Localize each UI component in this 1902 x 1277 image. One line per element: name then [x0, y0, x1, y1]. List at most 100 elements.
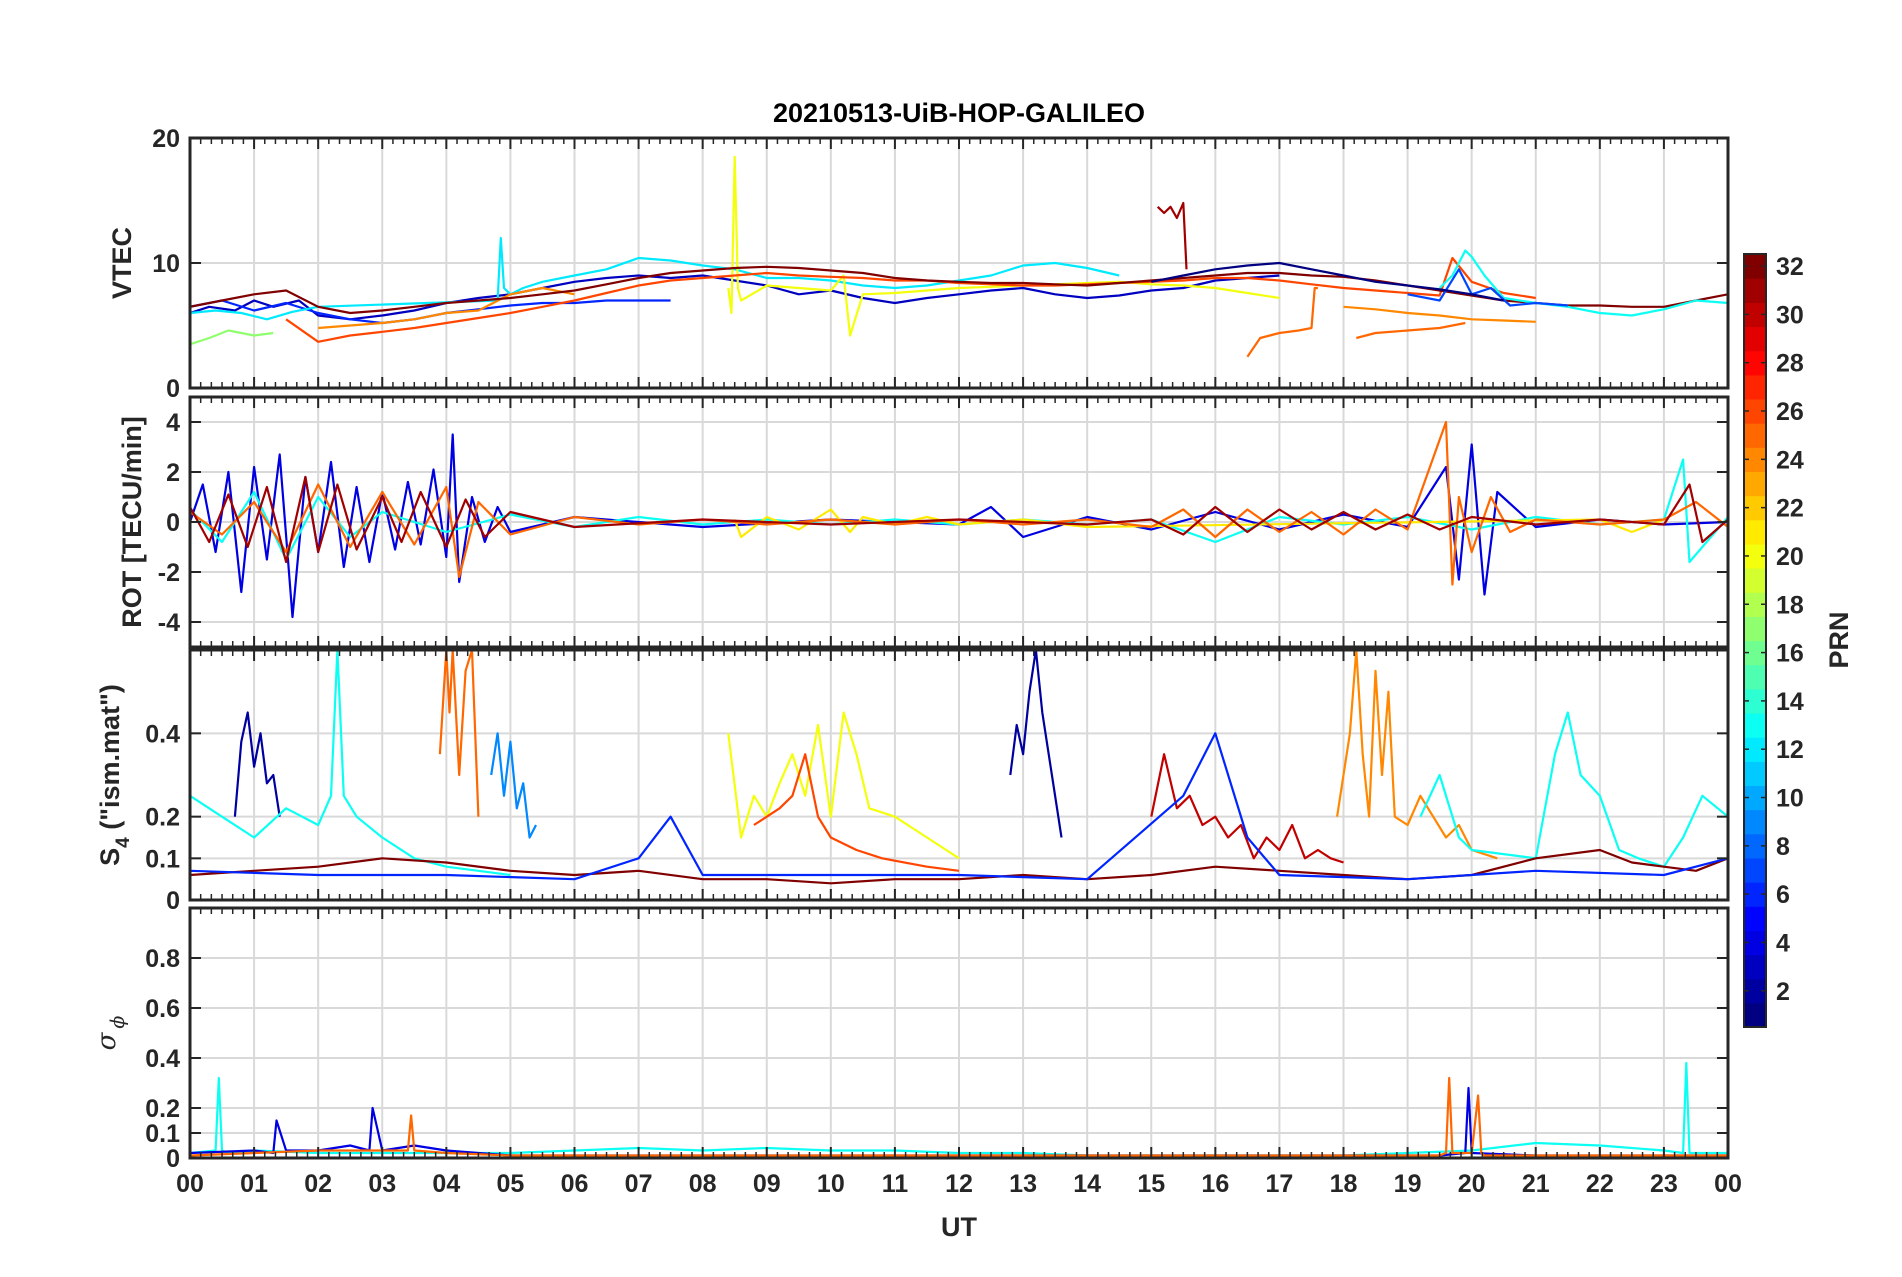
- colorbar-tick-label: 10: [1776, 785, 1804, 813]
- x-tick-label: 09: [753, 1170, 781, 1198]
- s4-ticks: [189, 650, 1729, 901]
- colorbar-tick-label: 16: [1776, 640, 1804, 668]
- sigma-grid: [189, 908, 1729, 1159]
- colorbar-cell: [1744, 254, 1766, 279]
- x-tick-label: 17: [1266, 1170, 1294, 1198]
- colorbar-cell: [1744, 374, 1766, 400]
- x-tick-label: 08: [689, 1170, 717, 1198]
- y-tick-label: 0: [166, 375, 180, 403]
- rot-ticks: [189, 397, 1729, 647]
- x-axis-label: UT: [941, 1212, 977, 1242]
- colorbar-cell: [1744, 568, 1766, 593]
- y-tick-label: 0: [166, 1145, 180, 1173]
- x-tick-label: 23: [1650, 1170, 1678, 1198]
- colorbar-cell: [1744, 906, 1766, 931]
- y-tick-label: 0: [166, 509, 180, 537]
- colorbar-cell: [1744, 495, 1766, 521]
- s4-ylabel-main: S: [95, 848, 125, 866]
- x-tick-label: 11: [882, 1170, 909, 1198]
- figure-title: 20210513-UiB-HOP-GALILEO: [773, 98, 1145, 128]
- colorbar-tick-label: 20: [1776, 543, 1804, 571]
- x-tick-label: 10: [817, 1170, 845, 1198]
- colorbar-cell: [1744, 737, 1766, 762]
- colorbar-cell: [1744, 809, 1766, 835]
- x-tick-label: 00: [176, 1170, 204, 1198]
- series-line-prn-13: [190, 650, 511, 877]
- x-tick-label: 15: [1137, 1170, 1165, 1198]
- series-line-prn-7: [1407, 268, 1568, 307]
- series-line-prn-24: [1343, 305, 1536, 323]
- colorbar-cells: [1744, 254, 1766, 1028]
- vtec-ylabel: VTEC: [107, 227, 137, 299]
- sigma-y-tick-labels: 00.10.2 0.4 0.6 0.8: [145, 945, 180, 1173]
- colorbar-cell: [1744, 978, 1766, 1004]
- series-line-prn-20: [727, 711, 960, 860]
- rot-grid: [189, 397, 1729, 647]
- x-tick-label: 02: [304, 1170, 332, 1198]
- colorbar-cell: [1744, 833, 1766, 859]
- x-tick-label: 03: [368, 1170, 396, 1198]
- x-tick-label: 12: [945, 1170, 973, 1198]
- x-tick-label: 21: [1522, 1170, 1550, 1198]
- colorbar-tick-label: 26: [1776, 398, 1804, 426]
- colorbar-cell: [1744, 447, 1766, 473]
- rot-series-group: [190, 420, 1728, 619]
- x-tick-label: 04: [432, 1170, 460, 1198]
- colorbar-tick-label: 30: [1776, 301, 1804, 329]
- series-line-prn-2: [1009, 650, 1063, 838]
- colorbar-tick-label: 18: [1776, 591, 1804, 619]
- y-tick-label: -4: [158, 609, 180, 637]
- y-tick-label: 0.1: [145, 845, 180, 873]
- s4-series-group: [190, 650, 1728, 885]
- colorbar-cell: [1744, 398, 1766, 424]
- series-line-prn-1: [1151, 261, 1504, 302]
- s4-grid: [189, 650, 1729, 901]
- colorbar-tick-label: 12: [1776, 736, 1804, 764]
- series-line-prn-17: [190, 329, 274, 346]
- y-tick-label: 0.4: [145, 1045, 180, 1073]
- y-tick-label: 0.1: [145, 1120, 180, 1148]
- series-line-prn-3: [190, 274, 1280, 321]
- colorbar-tick-label: 28: [1776, 350, 1804, 378]
- series-line-prn-25: [1246, 286, 1318, 358]
- colorbar-tick-label: 22: [1776, 495, 1804, 523]
- colorbar-cell: [1744, 712, 1766, 738]
- panel-s4: 0 0.1 0.2 0.4 S4 ("ism.mat"): [95, 648, 1730, 915]
- y-tick-label: 0.6: [145, 995, 180, 1023]
- colorbar-tick-label: 8: [1776, 833, 1790, 861]
- x-tick-label: 16: [1201, 1170, 1229, 1198]
- x-tick-label: 00: [1714, 1170, 1742, 1198]
- sigma-ylabel-main: σ: [92, 1031, 122, 1050]
- x-tick-label: 05: [497, 1170, 525, 1198]
- colorbar-cell: [1744, 350, 1766, 376]
- colorbar-cell: [1744, 882, 1766, 907]
- series-line-prn-26: [753, 753, 960, 872]
- s4-ylabel: S4 ("ism.mat"): [95, 684, 134, 866]
- series-line-prn-31: [1156, 201, 1188, 270]
- x-tick-label: 13: [1009, 1170, 1037, 1198]
- series-line-prn-30: [1150, 753, 1344, 864]
- vtec-y-tick-labels: 0 10 20: [152, 125, 180, 403]
- y-tick-label: 2: [166, 459, 180, 487]
- colorbar-cell: [1744, 857, 1766, 883]
- colorbar-cell: [1744, 592, 1766, 617]
- colorbar-cell: [1744, 278, 1766, 303]
- s4-ylabel-sub: 4: [113, 837, 134, 848]
- panel-sigma-phi: 00.10.2 0.4 0.6 0.8 σϕ: [92, 906, 1730, 1173]
- colorbar-cell: [1744, 664, 1766, 690]
- colorbar-tick-label: 32: [1776, 253, 1804, 281]
- series-line-prn-2: [233, 711, 281, 817]
- series-line-prn-13: [1419, 711, 1728, 868]
- y-tick-label: 0.2: [145, 804, 180, 832]
- series-line-prn-31: [190, 475, 1728, 564]
- colorbar-frame: [1743, 253, 1767, 1028]
- series-line-prn-25: [190, 420, 1728, 586]
- rot-y-tick-labels: -4 -2 0 2 4: [158, 409, 180, 637]
- y-tick-label: 0.2: [145, 1095, 180, 1123]
- s4-y-tick-labels: 0 0.1 0.2 0.4: [145, 720, 180, 915]
- series-line-prn-9: [490, 732, 537, 839]
- x-tick-labels: 00 01 02 03 04 05 06 07 08 09 10 11 12 13 14 15 16 17 18 19…: [176, 1170, 1742, 1198]
